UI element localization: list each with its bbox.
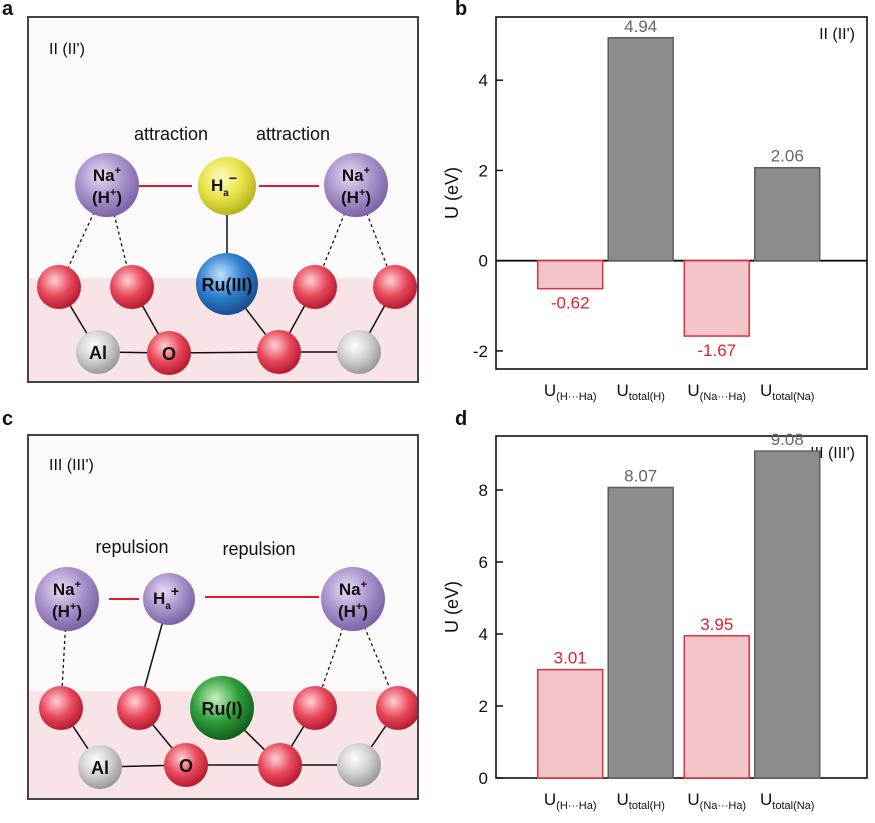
oxygen-atom — [293, 686, 337, 730]
x-tick-label: U(Na···Ha) — [687, 790, 746, 812]
oxygen-label: O — [162, 344, 176, 364]
aluminum-atom — [78, 745, 122, 789]
data-label: 2.06 — [771, 147, 804, 166]
x-tick-label: U(H···Ha) — [544, 790, 597, 812]
proton-alt-label: (H+) — [338, 601, 368, 621]
aluminum-atom — [337, 743, 381, 787]
interaction-text-left: attraction — [134, 124, 208, 144]
x-tick-label: Utotal(Na) — [760, 381, 814, 403]
y-axis-label: U (eV) — [442, 167, 462, 219]
oxygen-atom — [39, 686, 83, 730]
oxygen-atom — [110, 265, 154, 309]
bar — [683, 635, 750, 779]
data-label: 4.94 — [624, 17, 657, 36]
sodium-atom — [75, 153, 139, 217]
bar — [683, 259, 750, 337]
aluminum-atom — [337, 330, 381, 374]
scheme-c-drawing: III (III')repulsion repulsionOAlRu(I)Na+(… — [29, 457, 420, 801]
scheme-label: III (III') — [49, 457, 94, 474]
oxygen-label: O — [179, 756, 193, 776]
oxygen-atom — [258, 743, 302, 787]
panel-letter-d: d — [455, 408, 468, 430]
oxygen-atom — [376, 686, 420, 730]
sodium-atom — [35, 567, 99, 631]
sodium-atom — [324, 153, 388, 217]
bar — [536, 668, 604, 779]
scheme-panel-c: III (III') repulsion repulsion O Al Ru(I) Na+(… — [27, 434, 420, 801]
chart-title: II (II') — [819, 26, 855, 43]
data-label: 8.07 — [624, 466, 657, 485]
scheme-label: II (II') — [49, 41, 85, 58]
panel-letter-b: b — [455, 0, 468, 20]
panel-letter-c: c — [2, 408, 14, 430]
y-tick-label: 0 — [479, 769, 488, 788]
data-label: 3.95 — [700, 615, 733, 634]
chart-title: III (III') — [810, 445, 855, 462]
hydrogen-label: Ha+ — [153, 583, 179, 612]
bar — [754, 166, 821, 262]
data-label: -0.62 — [551, 294, 590, 313]
ruthenium-label: Ru(I) — [202, 699, 243, 719]
y-tick-label: -2 — [473, 342, 488, 361]
hydrogen-atom — [198, 157, 256, 215]
chart-d: 0 2 4 6 8 U (eV) III (III') 3.01 8.07 3.95 9.08 U(H… — [442, 430, 868, 812]
data-label: -1.67 — [697, 341, 736, 360]
x-tick-label: Utotal(H) — [617, 790, 665, 812]
oxygen-atom — [373, 265, 417, 309]
bar — [754, 450, 821, 779]
proton-alt-label: (H+) — [52, 601, 82, 621]
bar — [607, 37, 674, 262]
aluminum-label: Al — [89, 343, 107, 363]
panel-letter-a: a — [2, 0, 14, 20]
oxygen-atom — [147, 331, 191, 375]
sodium-label: Na+ — [342, 165, 370, 185]
ruthenium-atom — [196, 253, 258, 315]
interaction-text-right: repulsion — [222, 539, 295, 559]
bar — [607, 486, 674, 779]
y-tick-label: 8 — [479, 481, 488, 500]
data-label: 3.01 — [554, 649, 587, 668]
oxygen-atom — [164, 743, 208, 787]
oxygen-atom — [117, 686, 161, 730]
x-tick-label: U(H···Ha) — [544, 381, 597, 403]
y-tick-label: 4 — [479, 71, 488, 90]
hydrogen-label: Ha− — [211, 170, 237, 199]
y-axis-label: U (eV) — [442, 581, 462, 633]
data-label: 9.08 — [771, 430, 804, 449]
proton-alt-label: (H+) — [92, 187, 122, 207]
y-tick-label: 2 — [479, 697, 488, 716]
sodium-label: Na+ — [53, 579, 81, 599]
aluminum-label: Al — [91, 758, 109, 778]
y-tick-label: 2 — [479, 161, 488, 180]
bar — [536, 259, 604, 290]
scheme-panel-a: II (II') attraction attraction O Al Ru(III) Na… — [27, 16, 419, 388]
oxygen-atom — [293, 265, 337, 309]
ruthenium-label: Ru(III) — [202, 275, 253, 295]
interaction-text-right: attraction — [256, 124, 330, 144]
interaction-text-left: repulsion — [95, 537, 168, 557]
sodium-label: Na+ — [339, 579, 367, 599]
y-tick-label: 4 — [479, 625, 488, 644]
oxygen-atom — [37, 265, 81, 309]
sodium-label: Na+ — [93, 165, 121, 185]
aluminum-atom — [76, 330, 120, 374]
proton-alt-label: (H+) — [341, 187, 371, 207]
x-tick-label: Utotal(Na) — [760, 790, 814, 812]
ruthenium-atom — [190, 676, 254, 740]
x-tick-label: U(Na···Ha) — [687, 381, 746, 403]
oxygen-atom — [257, 330, 301, 374]
x-tick-label: Utotal(H) — [617, 381, 665, 403]
y-tick-label: 0 — [479, 252, 488, 271]
y-tick-label: 6 — [479, 553, 488, 572]
sodium-atom — [321, 567, 385, 631]
chart-b: -2 0 2 4 U (eV) II (II') -0.62 4.94 -1.67 2.06 U(H… — [442, 16, 868, 403]
hydrogen-atom — [143, 573, 195, 625]
scheme-a-drawing: II (II') attraction attraction O Al Ru(III) Na… — [29, 41, 417, 388]
